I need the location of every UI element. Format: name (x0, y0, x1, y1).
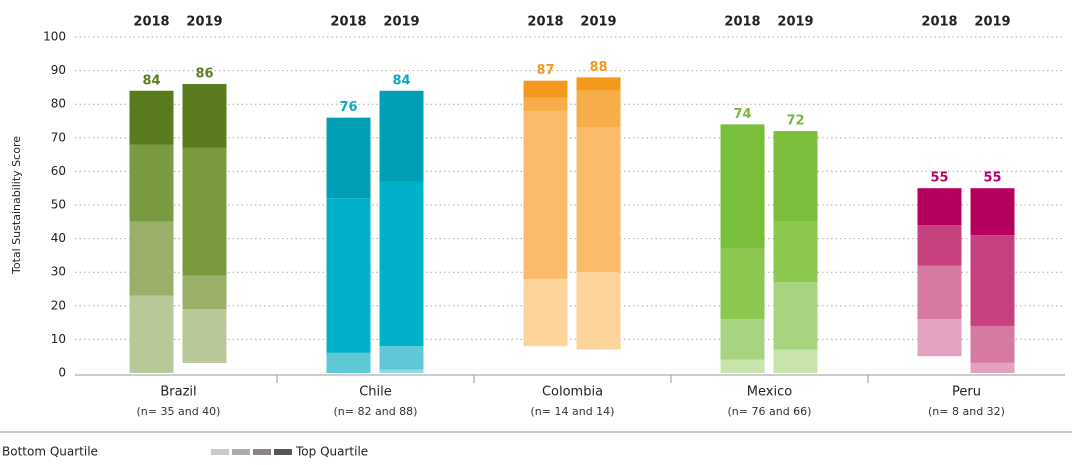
y-tick-label: 100 (43, 30, 66, 44)
year-label: 2019 (186, 15, 222, 30)
value-label: 55 (930, 171, 948, 186)
value-label: 74 (733, 107, 751, 122)
y-tick-label: 40 (51, 231, 66, 245)
bar-segment (129, 144, 174, 222)
bar-segment (523, 278, 568, 347)
bar-segment (379, 90, 424, 182)
category-label: Mexico (747, 385, 792, 400)
year-label: 2018 (724, 15, 760, 30)
year-label: 2018 (527, 15, 563, 30)
bar-segment (326, 198, 371, 353)
category-note: (n= 14 and 14) (531, 405, 615, 418)
bar-segment (970, 325, 1015, 363)
bar-segment (917, 265, 962, 320)
bar-segment (379, 369, 424, 373)
bar-segment (576, 90, 621, 128)
year-label: 2018 (921, 15, 957, 30)
y-axis-label: Total Sustainability Score (10, 136, 23, 275)
year-label: 2019 (580, 15, 616, 30)
legend-swatch (211, 449, 229, 455)
bar-segment (182, 275, 227, 310)
bar-segment (129, 221, 174, 296)
legend-low: Bottom Quartile (2, 445, 98, 459)
value-label: 72 (786, 114, 804, 129)
bar-segment (523, 80, 568, 98)
bar-segment (917, 188, 962, 226)
value-label: 84 (142, 73, 160, 88)
bar-segment (773, 349, 818, 373)
bar-segment (129, 295, 174, 373)
bar-segment (720, 359, 765, 373)
year-label: 2019 (383, 15, 419, 30)
bar-segment (379, 181, 424, 347)
category-label: Peru (952, 385, 981, 400)
category-label: Chile (359, 385, 392, 400)
legend-swatch (253, 449, 271, 455)
category-note: (n= 35 and 40) (137, 405, 221, 418)
legend-swatch (274, 449, 292, 455)
category-note: (n= 8 and 32) (928, 405, 1005, 418)
value-label: 84 (392, 73, 410, 88)
y-tick-label: 30 (51, 265, 66, 279)
y-tick-label: 50 (51, 198, 66, 212)
bar-segment (326, 117, 371, 199)
value-label: 88 (589, 60, 607, 75)
bar-segment (773, 221, 818, 283)
y-tick-label: 10 (51, 332, 66, 346)
bar-segment (379, 346, 424, 370)
legend-high: Top Quartile (295, 445, 368, 459)
bar-segment (970, 188, 1015, 236)
y-tick-label: 20 (51, 298, 66, 312)
legend-swatch (232, 449, 250, 455)
value-label: 86 (195, 67, 213, 82)
bar-segment (576, 272, 621, 350)
bar-segment (326, 352, 371, 373)
y-tick-label: 60 (51, 164, 66, 178)
bar-segment (720, 124, 765, 249)
bar-segment (720, 248, 765, 320)
bar-segment (576, 127, 621, 273)
category-note: (n= 76 and 66) (728, 405, 812, 418)
bar-segment (970, 362, 1015, 373)
category-label: Brazil (160, 385, 196, 400)
bar-segment (917, 319, 962, 357)
year-label: 2019 (974, 15, 1010, 30)
category-note: (n= 82 and 88) (334, 405, 418, 418)
bar-segment (523, 97, 568, 111)
y-tick-label: 0 (58, 366, 66, 380)
bar-segment (182, 84, 227, 148)
year-label: 2018 (133, 15, 169, 30)
bar-segment (129, 90, 174, 145)
bar-segment (773, 131, 818, 222)
y-tick-label: 70 (51, 130, 66, 144)
bar-segment (917, 225, 962, 266)
year-label: 2018 (330, 15, 366, 30)
bar-segment (182, 147, 227, 276)
bar-segment (576, 77, 621, 91)
value-label: 87 (536, 63, 554, 78)
y-tick-label: 80 (51, 97, 66, 111)
bar-segment (720, 319, 765, 360)
category-label: Colombia (542, 385, 603, 400)
y-tick-label: 90 (51, 63, 66, 77)
bar-segment (523, 110, 568, 279)
value-label: 76 (339, 100, 357, 115)
bar-segment (773, 282, 818, 350)
year-label: 2019 (777, 15, 813, 30)
bar-segment (182, 309, 227, 363)
value-label: 55 (983, 171, 1001, 186)
bar-segment (970, 235, 1015, 326)
